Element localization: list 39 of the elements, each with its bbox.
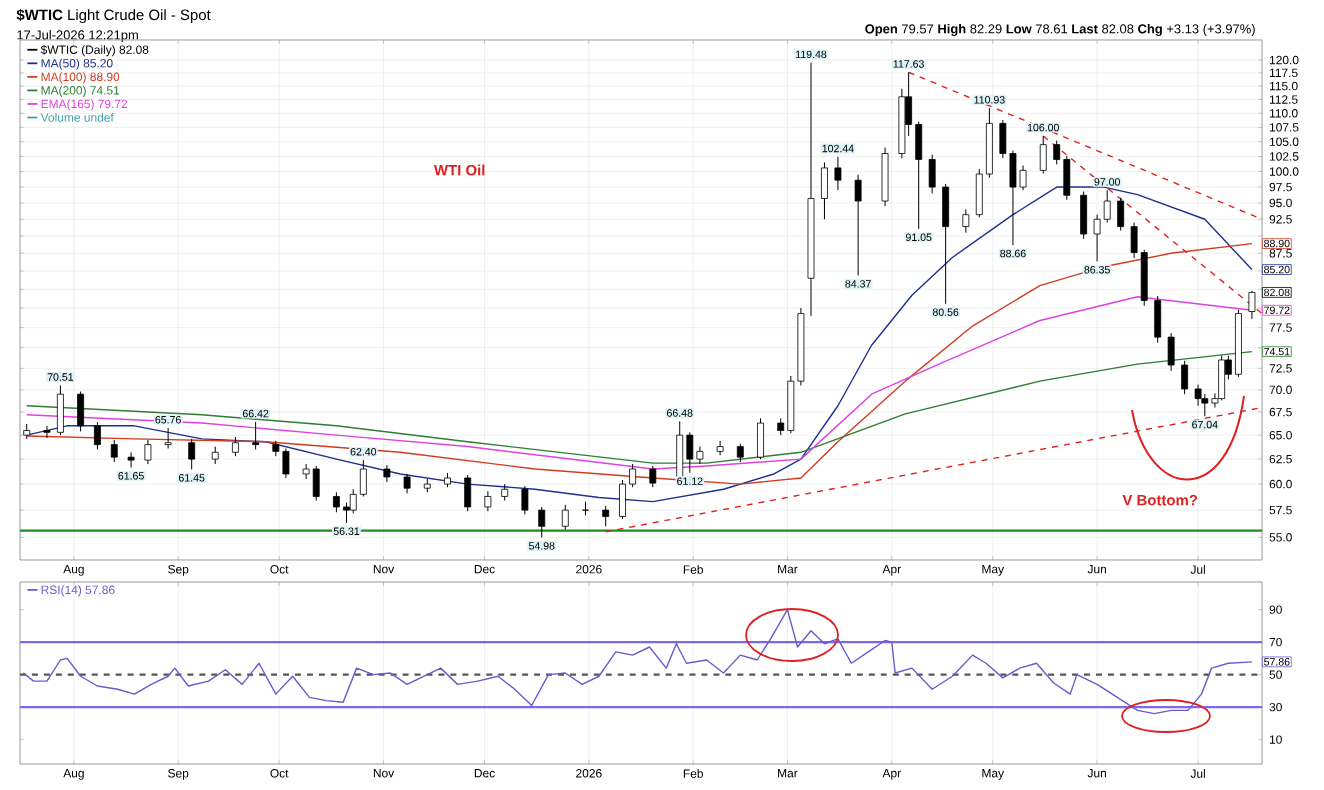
- candlestick: [1181, 360, 1189, 395]
- candlestick: [602, 505, 610, 527]
- candlestick: [127, 451, 135, 468]
- candlestick: [736, 443, 744, 463]
- candlestick: [484, 490, 492, 512]
- candlestick: [561, 504, 569, 531]
- candlestick: [942, 183, 950, 305]
- line-series: [26, 242, 1253, 485]
- candlestick: [821, 161, 828, 220]
- candlestick: [1218, 355, 1226, 401]
- candlestick: [834, 156, 842, 191]
- candlestick: [164, 427, 172, 449]
- candlestick: [56, 384, 64, 436]
- candlestick: [403, 473, 411, 494]
- candlestick: [43, 425, 51, 439]
- candlestick: [1080, 190, 1088, 240]
- candlestick: [252, 421, 260, 450]
- candlestick: [77, 391, 85, 432]
- candlestick: [962, 208, 970, 234]
- candlestick: [757, 417, 764, 460]
- candlestick: [716, 440, 724, 456]
- candlestick: [464, 474, 472, 512]
- candlestick: [110, 439, 118, 463]
- candlestick: [144, 439, 152, 465]
- candlestick: [232, 436, 239, 457]
- candlestick: [649, 465, 657, 488]
- candlestick: [521, 485, 529, 515]
- candlestick: [1167, 332, 1175, 372]
- line-series: [26, 350, 1253, 464]
- candlestick: [93, 421, 101, 450]
- candlestick: [928, 154, 936, 194]
- candlestick: [188, 438, 196, 470]
- candlestick: [854, 174, 862, 277]
- candlestick: [881, 147, 889, 207]
- candlestick: [1154, 295, 1162, 344]
- candlestick: [538, 506, 546, 539]
- candlestick: [1039, 135, 1047, 174]
- candlestick: [1117, 197, 1125, 232]
- candlestick: [1248, 290, 1256, 320]
